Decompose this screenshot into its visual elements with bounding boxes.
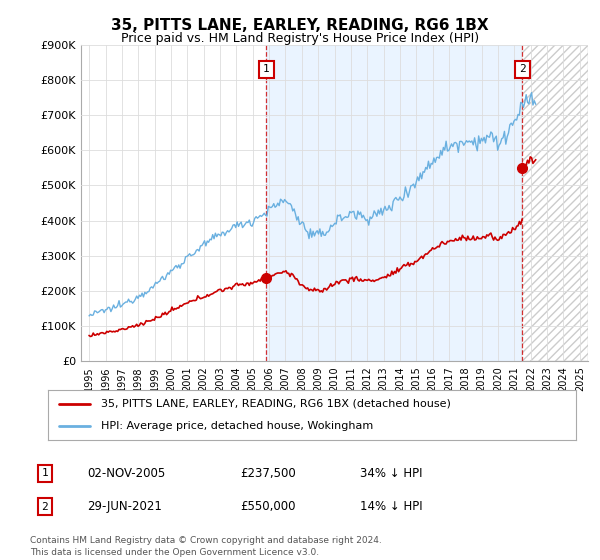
Text: 34% ↓ HPI: 34% ↓ HPI [360, 466, 422, 480]
Text: HPI: Average price, detached house, Wokingham: HPI: Average price, detached house, Woki… [101, 421, 373, 431]
Text: 02-NOV-2005: 02-NOV-2005 [87, 466, 165, 480]
Text: Price paid vs. HM Land Registry's House Price Index (HPI): Price paid vs. HM Land Registry's House … [121, 32, 479, 45]
Text: 35, PITTS LANE, EARLEY, READING, RG6 1BX: 35, PITTS LANE, EARLEY, READING, RG6 1BX [111, 18, 489, 33]
Text: 1: 1 [263, 64, 270, 74]
Text: 2: 2 [519, 64, 526, 74]
Text: £550,000: £550,000 [240, 500, 296, 514]
Text: 29-JUN-2021: 29-JUN-2021 [87, 500, 162, 514]
Text: £237,500: £237,500 [240, 466, 296, 480]
Bar [266, 45, 523, 361]
Bar [523, 45, 588, 361]
Text: Contains HM Land Registry data © Crown copyright and database right 2024.
This d: Contains HM Land Registry data © Crown c… [30, 536, 382, 557]
Text: 1: 1 [41, 468, 49, 478]
Text: 35, PITTS LANE, EARLEY, READING, RG6 1BX (detached house): 35, PITTS LANE, EARLEY, READING, RG6 1BX… [101, 399, 451, 409]
Text: 14% ↓ HPI: 14% ↓ HPI [360, 500, 422, 514]
Text: 2: 2 [41, 502, 49, 512]
